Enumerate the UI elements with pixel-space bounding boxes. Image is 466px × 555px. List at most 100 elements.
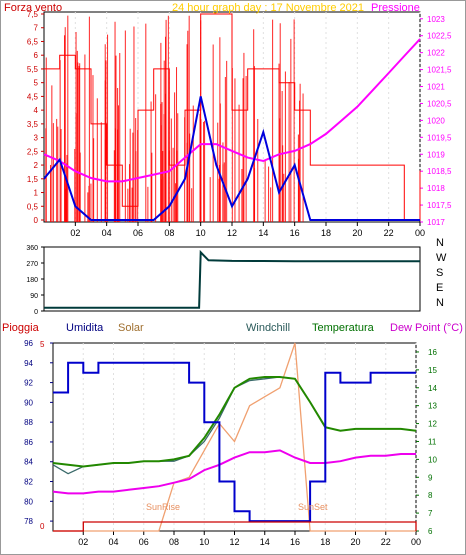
series-umidita [53,361,416,523]
wind-tick-label: 0,5 [27,202,39,211]
mid-series [44,249,420,309]
series-solar [53,342,416,532]
compass-label: N [436,237,444,249]
humidity-tick-label: 80 [24,497,33,506]
series-dew-point-c- [52,449,416,495]
bottom-x-tick-label: 20 [350,537,360,547]
graph-date-title: 24 hour graph day : 17 Novembre 2021 [172,2,364,14]
top-x-tick-label: 16 [290,228,300,238]
temperature-tick-label: 10 [428,455,437,464]
wind-tick-label: 2,5 [27,147,39,156]
series-temperatura [52,376,417,468]
pressure-tick-label: 1019 [427,150,445,159]
compass-label: N [436,297,444,309]
wind-tick-label: 7,5 [27,10,39,19]
wind-tick-label: 1 [34,189,39,198]
temperature-tick-label: 8 [428,491,433,500]
top-x-tick-label: 18 [321,228,331,238]
pressure-tick-label: 1023 [427,15,445,24]
sunrise-label: SunRise [146,502,180,512]
temperature-tick-label: 16 [428,348,437,357]
pressure-tick-label: 1020,5 [427,99,452,108]
pressure-tick-label: 1018,5 [427,167,452,176]
bottom-x-tick-label: 12 [229,537,239,547]
rain-axis-max: 5 [40,340,45,349]
pressure-tick-label: 1022 [427,49,445,58]
top-x-tick-label: 10 [196,228,206,238]
legend-item-label: Solar [118,322,144,334]
wind-tick-label: 2 [34,161,39,170]
legend-item-label: Pioggia [2,322,40,334]
rain-axis-zero: 0 [40,522,45,531]
temperature-tick-label: 13 [428,402,437,411]
wind-tick-label: 3 [34,134,39,143]
compass-label: E [436,282,443,294]
humidity-tick-label: 96 [24,339,33,348]
top-x-axis-ticks: 02 04 06 08 10 12 14 16 18 20 22 00 [70,222,425,238]
bottom-series [52,342,417,532]
wind-speed-title: Forza vento [4,2,62,14]
top-x-tick-label: 06 [133,228,143,238]
direction-tick-label: 180 [26,277,38,284]
legend-item-label: Umidita [66,322,104,334]
humidity-tick-label: 84 [24,458,33,467]
wind-gust-series [44,13,421,221]
top-x-tick-label: 08 [164,228,174,238]
temperature-tick-label: 9 [428,473,433,482]
top-x-tick-label: 20 [352,228,362,238]
bottom-x-tick-label: 02 [78,537,88,547]
top-x-tick-label: 14 [258,228,268,238]
humidity-tick-label: 94 [24,359,33,368]
top-x-tick-label: 02 [70,228,80,238]
top-x-tick-label: 04 [102,228,112,238]
wind-tick-label: 6 [34,51,39,60]
pressure-tick-label: 1017 [427,218,445,227]
pressure-tick-label: 1020 [427,116,445,125]
compass-label: W [436,252,447,264]
direction-tick-label: 0 [34,309,38,316]
wind-speed-axis-ticks: 0 0,5 1 1,5 2 2,5 3 3,5 4 4,5 5 5,5 6 6,5 7 7,5 [27,10,44,225]
legend-item-label: Temperatura [312,322,375,334]
bottom-x-tick-label: 00 [411,537,421,547]
bottom-x-axis-ticks: 02 04 06 08 10 12 14 16 18 20 22 00 [78,531,421,547]
direction-axis-ticks: 0 90 180 270 360 [26,245,44,316]
temperature-tick-label: 15 [428,366,437,375]
top-x-tick-label: 00 [415,228,425,238]
bottom-x-tick-label: 04 [108,537,118,547]
bottom-x-tick-label: 06 [139,537,149,547]
humidity-tick-label: 90 [24,398,33,407]
bottom-x-tick-label: 14 [260,537,270,547]
bottom-x-tick-label: 10 [199,537,209,547]
direction-tick-label: 270 [26,261,38,268]
temperature-axis-ticks: 6 7 8 9 10 11 12 13 14 15 16 [416,348,437,536]
direction-tick-label: 90 [30,293,38,300]
pressure-tick-label: 1021,5 [427,66,452,75]
temperature-humidity-panel: Pioggia Umidita Solar Windchill Temperatura D… [2,322,463,547]
bottom-x-tick-label: 22 [381,537,391,547]
bottom-x-tick-label: 16 [290,537,300,547]
wind-tick-label: 7 [34,24,39,33]
humidity-tick-label: 92 [24,379,33,388]
top-x-tick-label: 22 [384,228,394,238]
wind-tick-label: 1,5 [27,175,39,184]
temperature-tick-label: 12 [428,420,437,429]
wind-tick-label: 3,5 [27,120,39,129]
pressure-tick-label: 1018 [427,184,445,193]
temperature-tick-label: 14 [428,384,437,393]
wind-direction-series [44,249,420,309]
pressure-tick-label: 1019,5 [427,133,452,142]
wind-tick-label: 5 [34,79,39,88]
temperature-tick-label: 6 [428,527,433,536]
temperature-tick-label: 7 [428,509,433,518]
wind-tick-label: 5,5 [27,65,39,74]
wind-tick-label: 4 [34,106,39,115]
wind-tick-label: 6,5 [27,37,39,46]
pressure-tick-label: 1021 [427,83,445,92]
humidity-tick-label: 88 [24,418,33,427]
temperature-tick-label: 11 [428,437,437,446]
series-pioggia [53,521,417,532]
compass-label: S [436,267,443,279]
wind-tick-label: 4,5 [27,92,39,101]
